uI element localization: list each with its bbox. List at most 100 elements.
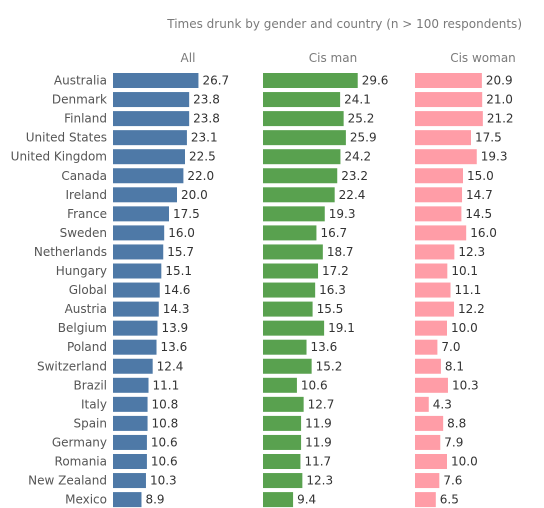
bar: [113, 339, 157, 355]
value-label: 10.1: [451, 264, 478, 278]
value-label: 7.6: [443, 474, 462, 488]
country-label: New Zealand: [28, 474, 107, 488]
bar: [415, 454, 447, 469]
value-label: 26.7: [202, 74, 229, 88]
bar: [113, 130, 187, 146]
value-label: 23.2: [341, 169, 368, 183]
value-label: 15.2: [316, 359, 343, 373]
value-label: 23.1: [191, 131, 218, 145]
value-label: 13.6: [311, 340, 338, 354]
value-label: 13.9: [161, 321, 188, 335]
country-label: Mexico: [65, 493, 107, 507]
country-label: Switzerland: [37, 359, 107, 373]
value-label: 10.0: [451, 321, 478, 335]
bar: [415, 244, 455, 260]
panel-title-2: Cis woman: [450, 51, 516, 65]
bar: [415, 168, 463, 184]
country-label: Australia: [54, 74, 107, 88]
bar: [415, 149, 477, 165]
bar: [415, 320, 447, 336]
value-label: 19.3: [481, 150, 508, 164]
value-label: 11.7: [304, 455, 331, 469]
value-label: 23.8: [193, 93, 220, 107]
value-label: 18.7: [327, 245, 354, 259]
bar: [263, 301, 313, 317]
value-label: 14.7: [466, 188, 493, 202]
bar: [415, 301, 455, 317]
bar: [113, 168, 184, 184]
value-label: 12.4: [157, 359, 184, 373]
bar: [113, 263, 162, 279]
bar: [113, 454, 147, 469]
bar: [113, 149, 185, 165]
value-label: 8.1: [445, 359, 464, 373]
bar: [415, 434, 441, 450]
bar: [113, 282, 160, 298]
bar: [113, 301, 159, 317]
bar: [263, 73, 358, 88]
value-label: 6.5: [440, 493, 459, 507]
bar: [415, 339, 438, 355]
value-label: 16.7: [320, 226, 347, 240]
value-label: 21.0: [486, 93, 513, 107]
value-label: 14.5: [465, 207, 492, 221]
value-label: 10.6: [151, 455, 178, 469]
bar: [415, 492, 436, 508]
value-label: 11.1: [153, 378, 180, 392]
value-label: 22.0: [187, 169, 214, 183]
bar: [263, 168, 338, 184]
value-label: 10.0: [451, 455, 478, 469]
value-label: 8.8: [447, 416, 466, 430]
value-label: 10.8: [152, 416, 179, 430]
value-label: 29.6: [362, 74, 389, 88]
country-label: United Kingdom: [11, 150, 107, 164]
value-label: 16.0: [470, 226, 497, 240]
bar: [113, 244, 164, 260]
bar: [113, 415, 148, 431]
bar: [415, 206, 462, 222]
country-label: Global: [69, 283, 107, 297]
value-label: 20.9: [486, 74, 513, 88]
bar: [263, 282, 316, 298]
value-label: 7.9: [444, 435, 463, 449]
bar: [415, 73, 482, 88]
bar: [113, 473, 146, 489]
value-label: 13.6: [161, 340, 188, 354]
country-label: Germany: [52, 435, 107, 449]
bar: [263, 473, 303, 489]
bar: [415, 111, 483, 127]
value-label: 17.2: [322, 264, 349, 278]
value-label: 12.7: [308, 397, 335, 411]
bar: [415, 396, 429, 412]
value-label: 25.2: [348, 112, 375, 126]
value-label: 14.6: [164, 283, 191, 297]
country-label: Netherlands: [34, 245, 107, 259]
bar: [415, 263, 448, 279]
bar: [263, 396, 304, 412]
chart-title: Times drunk by gender and country (n > 1…: [166, 17, 522, 31]
bar: [415, 187, 463, 203]
bar: [113, 225, 165, 241]
panel-title-0: All: [181, 51, 196, 65]
bar: [263, 263, 319, 279]
value-label: 16.0: [168, 226, 195, 240]
value-label: 7.0: [441, 340, 460, 354]
bar: [113, 187, 177, 203]
bar: [263, 149, 341, 165]
country-label: Ireland: [65, 188, 107, 202]
bar: [113, 492, 142, 508]
bar: [263, 492, 294, 508]
bar: [263, 434, 302, 450]
value-label: 22.5: [189, 150, 216, 164]
value-label: 4.3: [433, 397, 452, 411]
value-label: 10.3: [150, 474, 177, 488]
value-label: 11.9: [305, 416, 332, 430]
value-label: 9.4: [297, 493, 316, 507]
bar: [415, 377, 448, 393]
value-label: 11.1: [455, 283, 482, 297]
bar: [263, 187, 335, 203]
value-label: 19.3: [329, 207, 356, 221]
value-label: 17.5: [475, 131, 502, 145]
bar: [113, 206, 169, 222]
